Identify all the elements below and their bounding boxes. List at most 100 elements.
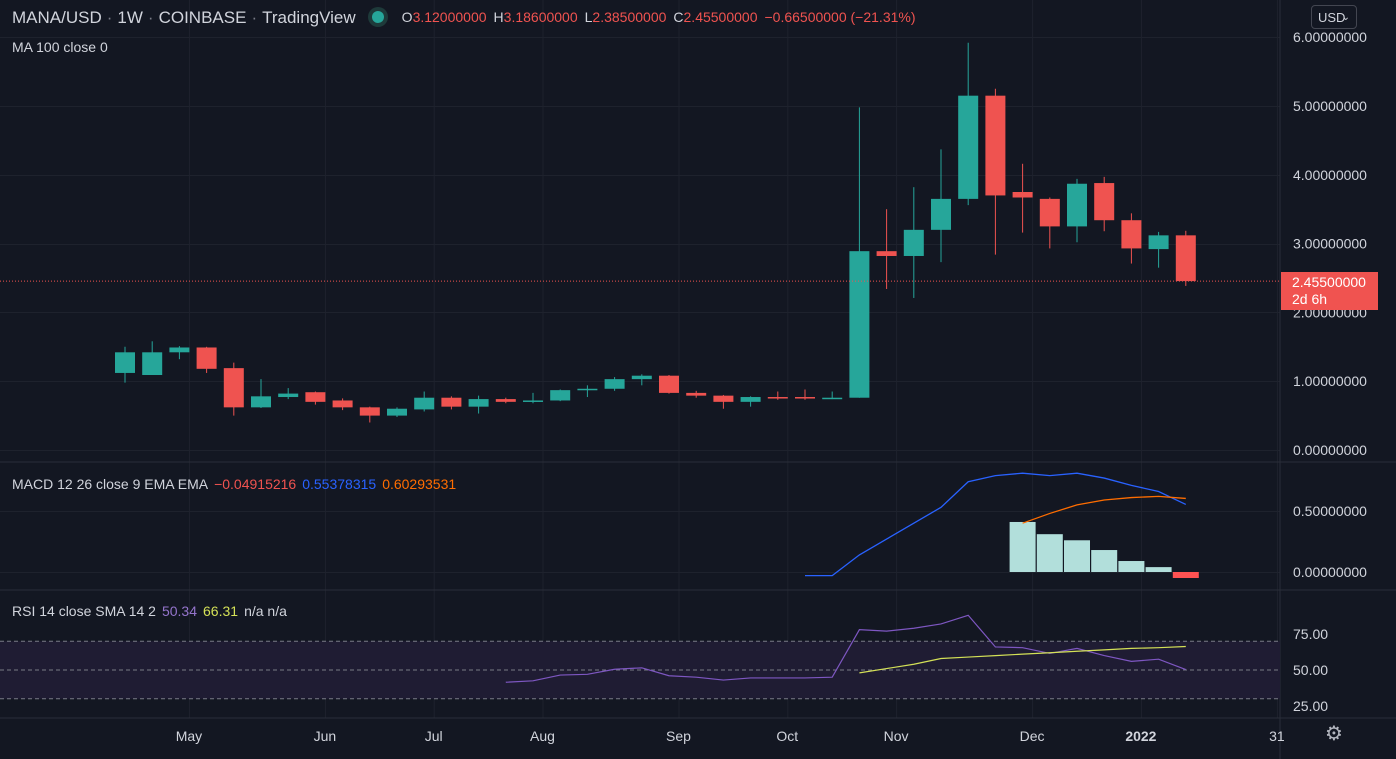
price-tick-label: 1.00000000 — [1293, 373, 1367, 389]
rsi-sma-value: 66.31 — [203, 603, 239, 619]
grid-lines — [0, 0, 1280, 718]
candle-body — [550, 390, 571, 401]
candle-body — [468, 399, 489, 407]
macd-signal-value: 0.60293531 — [382, 476, 457, 492]
rsi-tick-label: 50.00 — [1293, 662, 1328, 678]
ma-legend-label: MA 100 close 0 — [12, 39, 108, 55]
separator-dot: · — [106, 8, 113, 27]
macd-histogram-bar — [1009, 521, 1036, 572]
chevron-down-icon: ⌄ — [1341, 12, 1350, 23]
candle-body — [849, 251, 870, 398]
macd-pane — [805, 472, 1199, 578]
change-value: −0.66500000 (−21.31%) — [764, 9, 916, 25]
candle-body — [958, 95, 979, 199]
macd-histogram-bar — [1036, 534, 1063, 572]
macd-tick-label: 0.00000000 — [1293, 564, 1367, 580]
time-tick-label: Dec — [1020, 728, 1045, 744]
time-tick-label: Jun — [314, 728, 337, 744]
candle-body — [1121, 220, 1142, 249]
candle-body — [142, 352, 163, 376]
separator-dot: · — [251, 8, 258, 27]
macd-histogram-bar — [1118, 561, 1145, 572]
open-label: O — [401, 9, 413, 25]
price-tick-label: 4.00000000 — [1293, 167, 1367, 183]
rsi-tick-label: 25.00 — [1293, 698, 1328, 714]
candle-body — [387, 408, 407, 416]
macd-tick-label: 0.50000000 — [1293, 503, 1367, 519]
candle-body — [931, 198, 951, 230]
rsi-tick-label: 75.00 — [1293, 626, 1328, 642]
candle-body — [251, 396, 271, 408]
macd-legend-label: MACD 12 26 close 9 EMA EMA — [12, 476, 209, 492]
candle-body — [223, 368, 244, 408]
close-label: C — [673, 9, 684, 25]
macd-histogram-bar — [1145, 567, 1172, 572]
candle-body — [1012, 192, 1033, 198]
macd-histogram-bar — [1064, 540, 1090, 572]
time-tick-label: May — [176, 728, 202, 744]
high-value: 3.18600000 — [503, 9, 578, 25]
candle-body — [1094, 183, 1115, 221]
price-tick-label: 5.00000000 — [1293, 98, 1367, 114]
macd-histogram-bar — [1091, 550, 1118, 572]
low-value: 2.38500000 — [592, 9, 667, 25]
macd-legend[interactable]: MACD 12 26 close 9 EMA EMA −0.04915216 0.5… — [12, 476, 456, 492]
exchange: COINBASE — [158, 8, 247, 27]
macd-hist-value: −0.04915216 — [214, 476, 297, 492]
candle-body — [795, 397, 815, 399]
candle-body — [876, 251, 897, 256]
candle-body — [359, 407, 380, 416]
price-tick-label: 0.00000000 — [1293, 442, 1367, 458]
data-source: TradingView — [262, 8, 356, 27]
candlestick-series — [115, 42, 1196, 423]
candle-body — [713, 395, 734, 402]
time-tick-label: Sep — [666, 728, 691, 744]
candle-body — [441, 397, 462, 407]
time-tick-label: Jul — [425, 728, 443, 744]
currency-label: USD — [1318, 10, 1346, 25]
time-tick-label: 31 — [1269, 728, 1285, 744]
market-status-icon[interactable] — [371, 10, 384, 23]
candle-body — [414, 397, 435, 410]
candle-body — [305, 392, 326, 402]
time-tick-label: Nov — [884, 728, 909, 744]
candle-body — [577, 388, 598, 391]
price-axis[interactable]: 0.000000001.000000002.000000003.00000000… — [1293, 29, 1367, 714]
price-tick-label: 6.00000000 — [1293, 29, 1367, 45]
candle-body — [659, 375, 679, 393]
candle-body — [332, 400, 353, 408]
ohlc-values: O3.12000000 H3.18600000 L2.38500000 C2.4550… — [402, 9, 923, 25]
time-tick-label: Oct — [776, 728, 798, 744]
symbol-header: MANA/USD · 1W · COINBASE · TradingView O3.12000… — [12, 8, 923, 28]
gear-icon[interactable]: ⚙ — [1325, 723, 1343, 745]
rsi-legend[interactable]: RSI 14 close SMA 14 2 50.34 66.31 n/a n/a — [12, 603, 287, 619]
macd-signal-line — [1022, 495, 1186, 524]
rsi-pane — [0, 614, 1280, 700]
macd-line — [805, 472, 1187, 577]
interval[interactable]: 1W — [117, 8, 143, 27]
macd-histogram-bar — [1172, 572, 1199, 578]
symbol-name[interactable]: MANA/USD — [12, 8, 102, 27]
price-tick-label: 3.00000000 — [1293, 236, 1367, 252]
candle-body — [985, 95, 1006, 196]
rsi-legend-label: RSI 14 close SMA 14 2 — [12, 603, 156, 619]
ma-legend[interactable]: MA 100 close 0 — [12, 39, 108, 55]
last-price-value: 2.45500000 — [1292, 274, 1366, 290]
low-label: L — [584, 9, 593, 25]
candle-body — [495, 399, 516, 402]
currency-dropdown[interactable]: USD ⌄ — [1311, 5, 1357, 29]
macd-line-value: 0.55378315 — [302, 476, 377, 492]
candle-body — [1039, 198, 1060, 227]
rsi-extra-values: n/a n/a — [244, 603, 287, 619]
candle-body — [822, 397, 843, 400]
candle-body — [115, 352, 135, 373]
high-label: H — [493, 9, 504, 25]
close-value: 2.45500000 — [683, 9, 758, 25]
open-value: 3.12000000 — [412, 9, 487, 25]
candle-body — [903, 229, 924, 256]
candle-body — [1148, 235, 1169, 250]
time-tick-label: 2022 — [1125, 728, 1156, 744]
time-axis[interactable]: May Jun Jul Aug Sep Oct Nov Dec 2022 31 — [176, 728, 1285, 744]
